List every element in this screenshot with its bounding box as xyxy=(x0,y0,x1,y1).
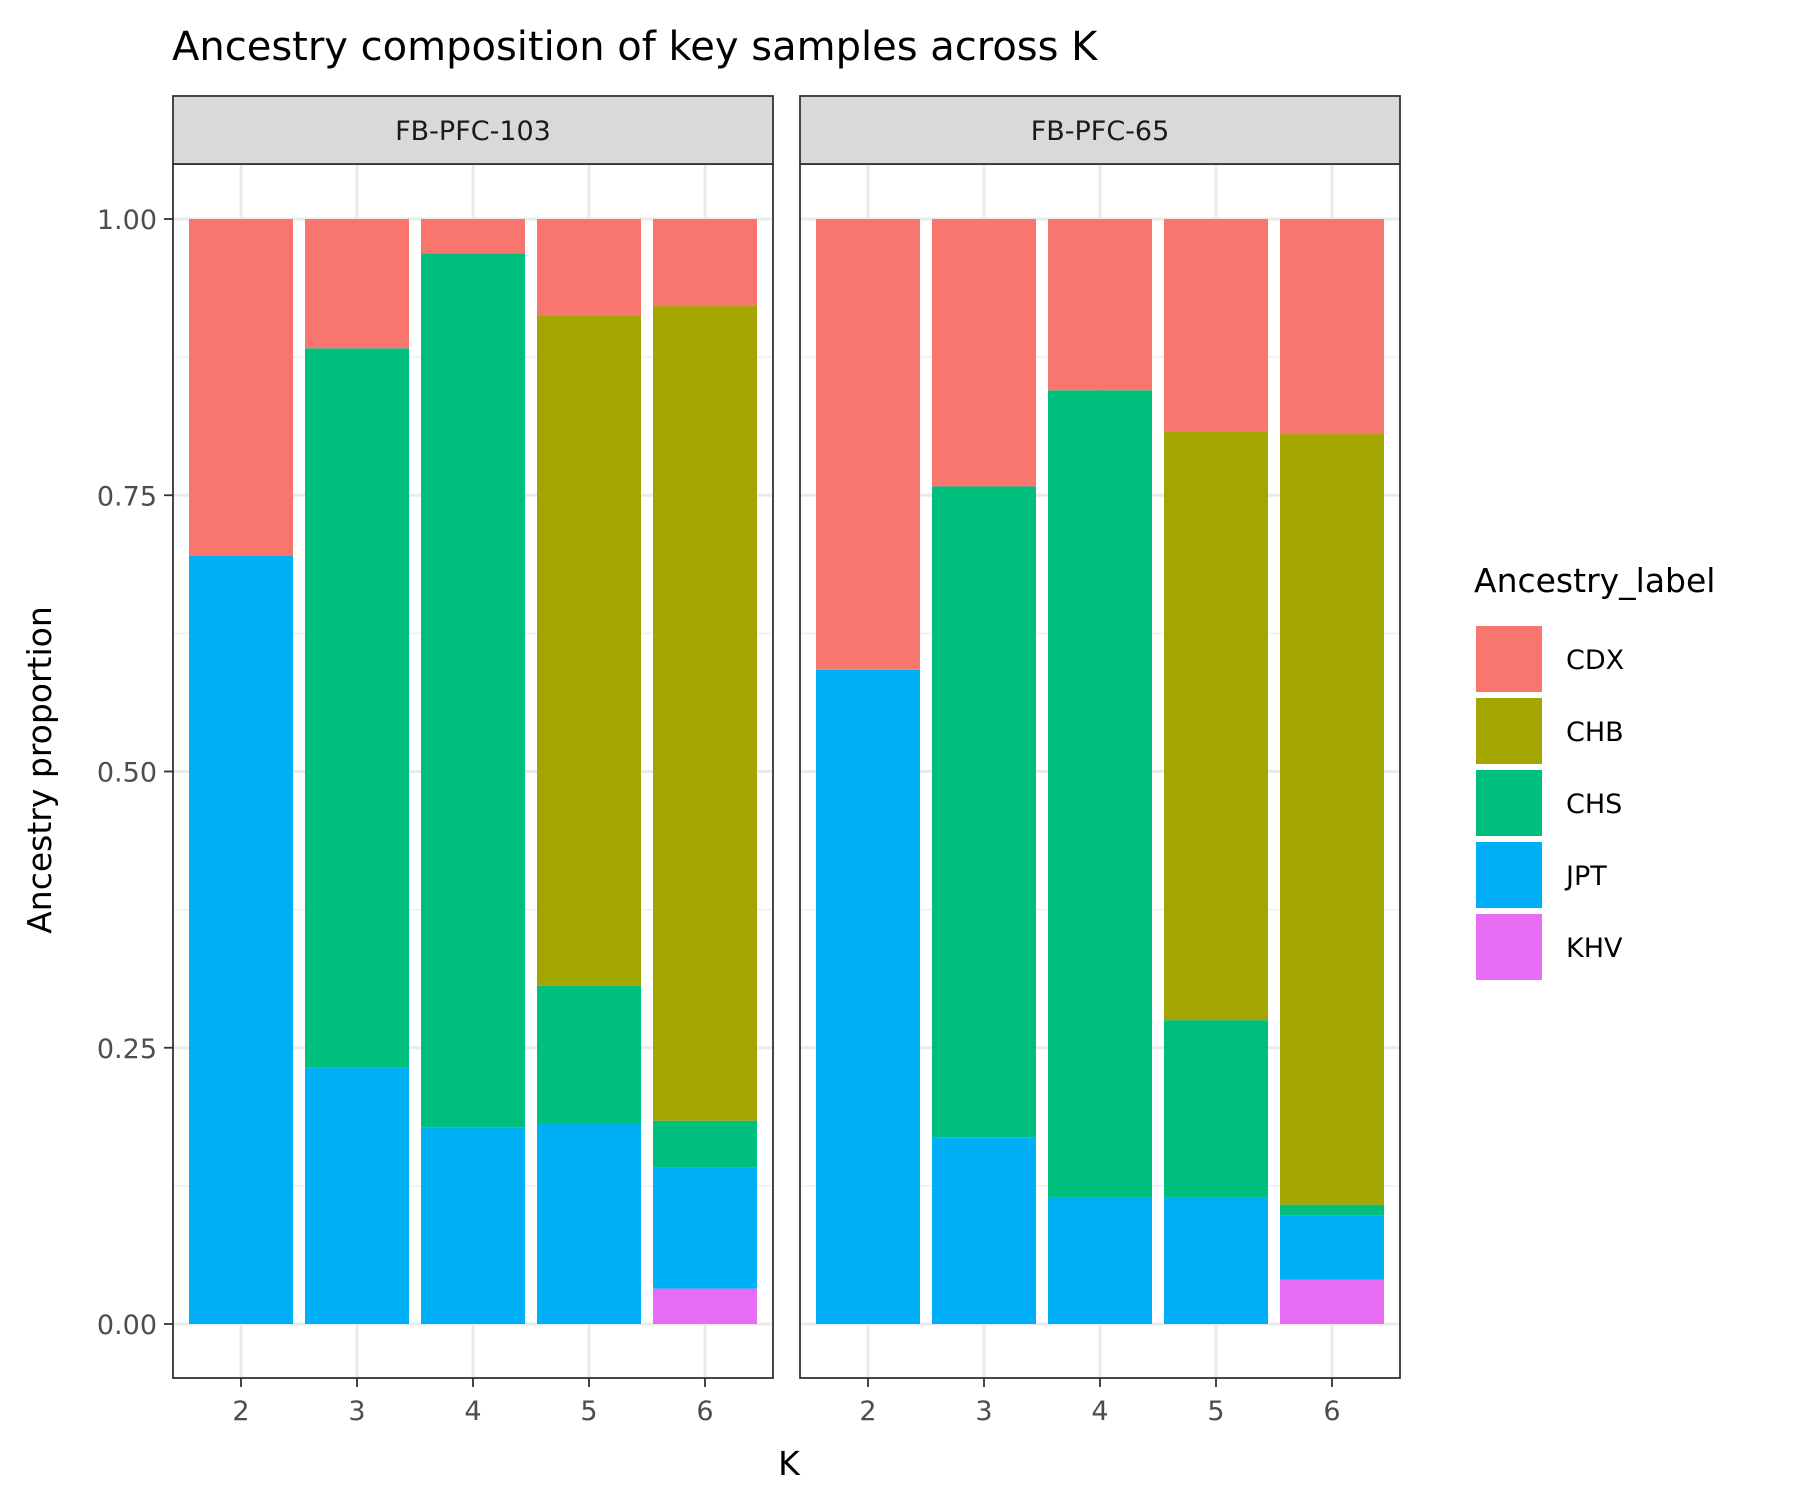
bar-segment-chb xyxy=(1280,433,1384,1205)
bar-segment-cdx xyxy=(421,219,525,254)
bar-segment-cdx xyxy=(537,219,641,316)
x-tick-label: 5 xyxy=(580,1396,597,1427)
bar-segment-jpt xyxy=(305,1067,409,1324)
x-tick-label: 3 xyxy=(975,1396,992,1427)
y-tick-label: 0.75 xyxy=(97,481,157,512)
legend-key-chb xyxy=(1476,698,1542,764)
bar-segment-chs xyxy=(305,348,409,1068)
bar-segment-cdx xyxy=(932,219,1036,487)
bar-segment-chb xyxy=(537,315,641,986)
legend-label-jpt: JPT xyxy=(1564,861,1607,892)
bar-segment-jpt xyxy=(816,669,920,1324)
x-axis-title: K xyxy=(778,1444,801,1483)
bar-segment-cdx xyxy=(816,219,920,670)
x-tick-label: 6 xyxy=(1323,1396,1340,1427)
bar-segment-chs xyxy=(653,1120,757,1168)
bar-segment-chs xyxy=(1280,1204,1384,1216)
facet-strip xyxy=(172,95,774,165)
legend-label-chb: CHB xyxy=(1566,717,1624,748)
bar-segment-jpt xyxy=(932,1137,1036,1324)
legend-title: Ancestry_label xyxy=(1474,561,1715,600)
x-tick-label: 2 xyxy=(232,1396,249,1427)
x-tick-label: 5 xyxy=(1207,1396,1224,1427)
bar-segment-jpt xyxy=(189,556,293,1324)
legend-key-khv xyxy=(1476,914,1542,980)
bar-segment-cdx xyxy=(305,219,409,349)
bar-segment-cdx xyxy=(189,219,293,557)
bar-segment-jpt xyxy=(653,1167,757,1289)
legend-entries: CDX CHB CHS JPT KHV xyxy=(1476,626,1624,980)
bar-segment-chs xyxy=(1048,390,1152,1197)
bar-segment-cdx xyxy=(1164,219,1268,432)
x-tick-label: 4 xyxy=(464,1396,481,1427)
bar-segment-jpt xyxy=(421,1127,525,1324)
y-axis-title: Ancestry proportion xyxy=(20,606,59,934)
panel-fb-pfc-65: FB-PFC-65 2 3 4 5 6 xyxy=(799,95,1401,1427)
facet-strip-label: FB-PFC-103 xyxy=(395,116,551,147)
legend-label-khv: KHV xyxy=(1566,933,1623,964)
bar-segment-jpt xyxy=(1048,1196,1152,1324)
y-tick-label: 1.00 xyxy=(97,205,157,236)
facet-strip-label: FB-PFC-65 xyxy=(1031,116,1170,147)
bar-segment-jpt xyxy=(1280,1215,1384,1280)
x-tick-label: 6 xyxy=(696,1396,713,1427)
chart-title: Ancestry composition of key samples acro… xyxy=(172,24,1099,70)
y-tick-label: 0.00 xyxy=(97,1310,157,1341)
bar-segment-chs xyxy=(421,253,525,1128)
bar-segment-khv xyxy=(1280,1279,1384,1324)
y-tick-label: 0.50 xyxy=(97,758,157,789)
bar-segment-khv xyxy=(653,1288,757,1324)
x-tick-label: 3 xyxy=(348,1396,365,1427)
x-tick-label: 2 xyxy=(859,1396,876,1427)
bar-segment-cdx xyxy=(1280,219,1384,434)
bar-segment-cdx xyxy=(653,219,757,306)
legend: Ancestry_label CDX CHB CHS JPT KHV xyxy=(1474,561,1715,980)
x-tick-label: 4 xyxy=(1091,1396,1108,1427)
legend-key-jpt xyxy=(1476,842,1542,908)
bar-segment-cdx xyxy=(1048,219,1152,391)
bar-segment-chs xyxy=(537,985,641,1124)
y-tick-label: 0.25 xyxy=(97,1034,157,1065)
bar-segment-chs xyxy=(1164,1020,1268,1197)
legend-key-cdx xyxy=(1476,626,1542,692)
panel-fb-pfc-103: FB-PFC-103 2 3 4 5 6 0.00 0.25 0.50 0.75 1.00 xyxy=(97,95,774,1427)
bar-segment-jpt xyxy=(1164,1196,1268,1324)
facet-strip xyxy=(799,95,1401,165)
bar-segment-chb xyxy=(1164,431,1268,1021)
bar-segment-jpt xyxy=(537,1123,641,1324)
legend-label-cdx: CDX xyxy=(1566,645,1624,676)
bar-segment-chs xyxy=(932,486,1036,1138)
bar-segment-chb xyxy=(653,305,757,1121)
legend-label-chs: CHS xyxy=(1566,789,1622,820)
legend-key-chs xyxy=(1476,770,1542,836)
